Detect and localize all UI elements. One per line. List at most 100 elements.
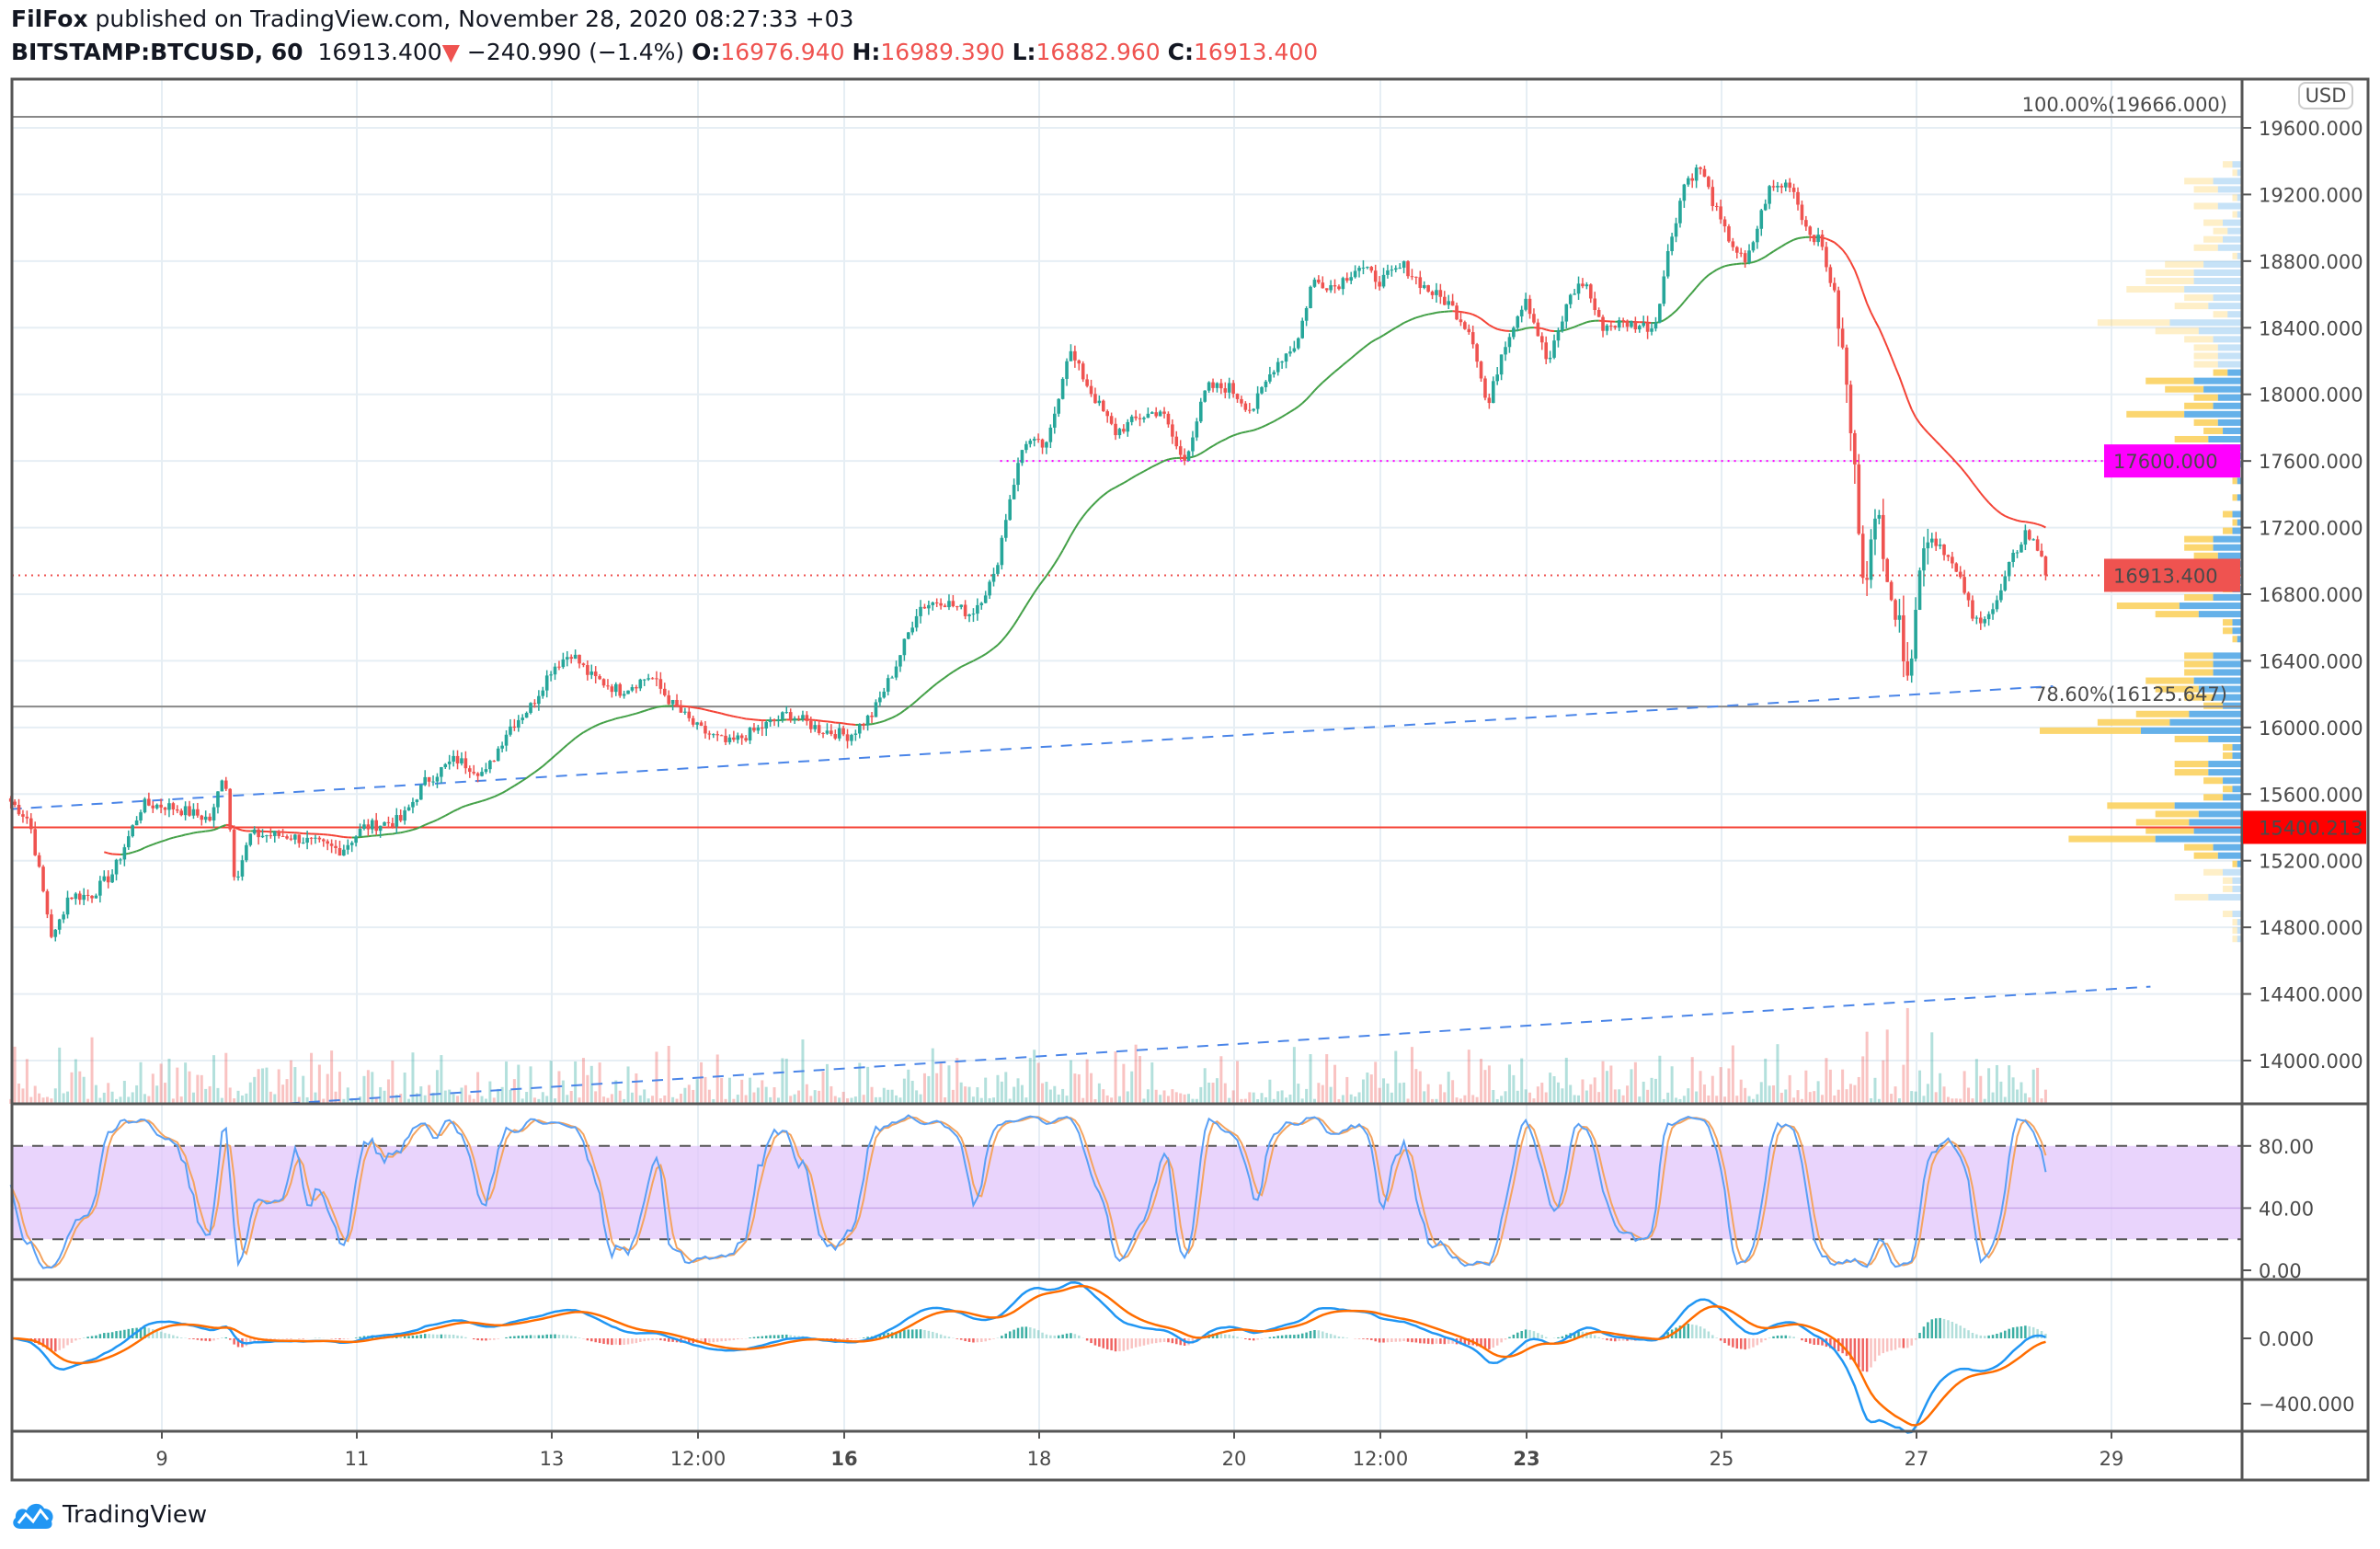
volume-bar [204, 1088, 208, 1104]
volume-bar [317, 1064, 321, 1104]
moving-average-segment [242, 829, 247, 832]
moving-average-segment [1432, 311, 1437, 315]
volume-profile-sell-bar [2193, 552, 2218, 559]
candle [232, 829, 236, 878]
moving-average-segment [1399, 322, 1405, 327]
moving-average-segment [940, 676, 946, 682]
candle [1463, 322, 1467, 329]
candle [1617, 320, 1621, 328]
price-badge-label: 16913.400 [2113, 565, 2218, 587]
candle [711, 734, 715, 736]
volume-bar [635, 1073, 638, 1104]
volume-bar [1999, 1081, 2003, 1104]
volume-bar [1536, 1086, 1539, 1104]
volume-bar [630, 1092, 634, 1104]
candle [443, 763, 448, 768]
candle [17, 805, 21, 815]
moving-average-segment [128, 851, 133, 855]
volume-bar [947, 1065, 951, 1104]
candle [1077, 360, 1081, 364]
moving-average-segment [842, 722, 848, 726]
candle [1450, 301, 1455, 306]
moving-average-segment [632, 712, 637, 716]
candle [1284, 353, 1288, 362]
volume-profile-buy-bar [2237, 860, 2242, 867]
candle [269, 835, 273, 837]
volume-bar [188, 1071, 191, 1104]
volume-profile-sell-bar [2145, 277, 2194, 285]
moving-average-segment [1565, 327, 1572, 331]
volume-bar [695, 1079, 699, 1104]
volume-bar [492, 1097, 496, 1104]
currency-button[interactable] [2298, 82, 2353, 109]
candle [1625, 320, 1630, 327]
volume-bar [245, 1093, 248, 1104]
volume-bar [784, 1058, 788, 1104]
volume-bar [1707, 1095, 1711, 1104]
candle [1252, 408, 1255, 411]
open-label: O: [692, 39, 721, 65]
candle [1386, 270, 1390, 275]
moving-average-segment [1342, 361, 1348, 366]
volume-bar [1504, 1091, 1507, 1104]
volume-bar [1081, 1097, 1085, 1104]
candle [979, 602, 984, 605]
candle [398, 815, 403, 821]
moving-average-segment [721, 712, 727, 716]
volume-profile-sell-bar [2040, 727, 2141, 734]
candle [578, 654, 581, 664]
symbol-name[interactable]: BITSTAMP:BTCUSD, 60 [11, 39, 303, 65]
volume-profile-sell-bar [2097, 718, 2170, 726]
volume-profile-buy-bar [2227, 227, 2242, 235]
candle [1845, 347, 1848, 385]
moving-average-segment [1021, 604, 1027, 613]
volume-profile-buy-bar [2232, 527, 2242, 534]
volume-bar [789, 1096, 793, 1104]
volume-bar [1431, 1098, 1435, 1104]
candle [524, 713, 529, 718]
candle [1280, 361, 1284, 363]
price-tick-label: 16000.000 [2259, 717, 2363, 740]
candle [167, 803, 171, 810]
volume-profile-sell-bar [2203, 777, 2224, 785]
volume-bar [1487, 1065, 1491, 1104]
moving-average-segment [1257, 426, 1263, 430]
candle [1422, 285, 1426, 289]
candle [1674, 223, 1678, 237]
volume-bar [1077, 1073, 1081, 1104]
volume-profile-sell-bar [2232, 519, 2237, 526]
volume-bar [1013, 1086, 1016, 1104]
candle [418, 785, 423, 800]
volume-bar [1825, 1058, 1828, 1104]
moving-average-segment [1066, 534, 1072, 544]
moving-average-segment [209, 829, 214, 832]
volume-bar [1276, 1091, 1280, 1104]
volume-bar [1183, 1094, 1186, 1104]
volume-bar [236, 1090, 240, 1104]
candle [131, 825, 134, 837]
volume-bar [179, 1096, 183, 1104]
moving-average-segment [879, 719, 885, 724]
volume-bar [643, 1089, 646, 1104]
candle [41, 866, 45, 891]
volume-bar [574, 1061, 578, 1104]
volume-bar [1967, 1087, 1971, 1104]
moving-average-segment [1756, 258, 1762, 262]
macd-histogram [13, 1317, 2047, 1372]
moving-average-segment [1578, 323, 1584, 327]
volume-bar [1171, 1089, 1174, 1104]
volume-profile-buy-bar [2213, 694, 2242, 701]
volume-bar [342, 1098, 346, 1104]
tradingview-logo[interactable]: TradingView [11, 1499, 207, 1531]
candle [179, 810, 183, 816]
volume-profile-buy-bar [2198, 327, 2242, 335]
candle [898, 655, 902, 667]
volume-profile-sell-bar [2213, 369, 2228, 376]
volume-bar [915, 1090, 919, 1104]
volume-profile-sell-bar [2223, 752, 2233, 760]
volume-profile-buy-bar [2223, 219, 2242, 226]
candle [1329, 285, 1333, 291]
volume-bar [310, 1052, 314, 1104]
volume-bar [164, 1083, 167, 1104]
